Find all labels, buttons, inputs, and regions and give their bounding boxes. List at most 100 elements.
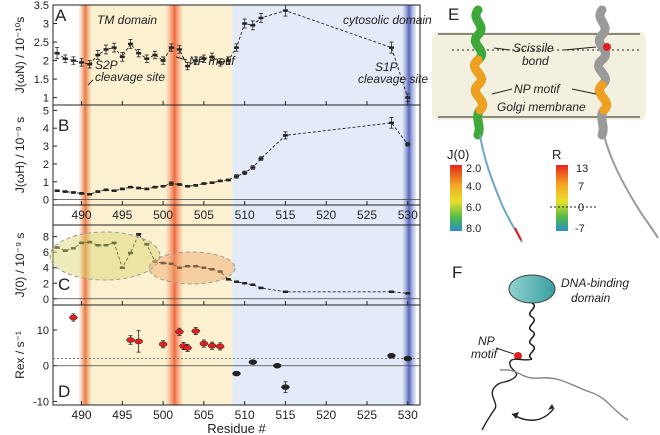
- f-helix-coil: [528, 302, 536, 360]
- data-point: [136, 233, 142, 236]
- x-tick-label: 515: [275, 408, 295, 422]
- data-point: [248, 359, 258, 365]
- data-point: [119, 55, 125, 59]
- scissile-label-line1: Scissile: [513, 41, 554, 55]
- data-point: [281, 384, 290, 390]
- data-point: [54, 246, 60, 249]
- s2p-label-line1: S2P: [95, 58, 118, 72]
- np-motif-label: NP motif: [189, 54, 236, 68]
- data-point: [388, 290, 394, 293]
- plot-panels: 1 1.5 2 2.5 3 3.5 J(ωN) / 10⁻¹⁰s 0 1 2 3 4 5 J(ωH) / …: [13, 0, 421, 435]
- np-e-arrow-left: [491, 88, 513, 95]
- data-point: [388, 46, 394, 49]
- panel-frame: [52, 304, 421, 406]
- data-point: [193, 264, 199, 268]
- data-point: [199, 340, 209, 347]
- f-np-label-line1: NP: [478, 334, 495, 348]
- data-point: [111, 46, 117, 49]
- data-point: [95, 243, 101, 247]
- panel-label-c: C: [58, 275, 70, 294]
- y-tick-label: 3: [43, 19, 49, 31]
- y-tick-label: 4: [43, 263, 49, 275]
- left-tail: [479, 134, 523, 243]
- scissile-arrow-right: [563, 46, 597, 51]
- legend-j0-tick-1: 2.0: [466, 163, 481, 175]
- data-point: [176, 266, 182, 269]
- x-tick-label: 525: [357, 208, 377, 222]
- panel-b: 0 1 2 3 4 5 J(ωH) / 10⁻⁹ s: [13, 104, 421, 207]
- y-axis-label: J(0) / 10⁻⁹ s: [13, 233, 27, 298]
- data-point: [403, 355, 413, 362]
- data-point: [225, 178, 231, 182]
- data-point: [168, 262, 174, 266]
- data-point: [160, 261, 166, 265]
- panel-label-a: A: [55, 6, 67, 25]
- y-tick-label: 0: [43, 195, 49, 207]
- y-tick-label: 2.5: [34, 37, 49, 49]
- golgi-membrane-label: Golgi membrane: [497, 100, 586, 114]
- np-e-arrow-right: [571, 88, 597, 95]
- data-point: [69, 314, 78, 321]
- legend-j0-colorbar: [450, 165, 462, 231]
- left-tail-red: [514, 227, 522, 241]
- data-point: [209, 181, 215, 184]
- legend-rex-tick-1: 13: [576, 163, 588, 175]
- data-point: [95, 190, 101, 193]
- data-point: [232, 370, 241, 377]
- data-point: [168, 182, 174, 185]
- data-point: [54, 51, 60, 55]
- data-point: [250, 166, 256, 169]
- legend-rex-tick-3: 0: [578, 202, 584, 214]
- data-point: [250, 24, 256, 27]
- data-point: [209, 268, 215, 271]
- data-point: [217, 179, 223, 183]
- data-point: [215, 343, 225, 350]
- data-point: [160, 59, 166, 62]
- data-point: [388, 121, 394, 125]
- panel-label-e: E: [448, 5, 459, 24]
- data-point: [144, 187, 150, 191]
- x-tick-label: 530: [398, 208, 418, 222]
- data-point: [258, 157, 264, 160]
- legend-j0-tick-4: 8.0: [466, 223, 481, 235]
- data-point: [160, 185, 166, 188]
- x-axis-label: Residue #: [207, 421, 266, 435]
- data-point: [54, 189, 60, 192]
- panel-f: F DNA-binding domain NP motif: [452, 263, 629, 431]
- x-tick-label: 515: [275, 208, 295, 222]
- data-point: [282, 9, 288, 12]
- legend-rex-tick-2: 7: [578, 181, 584, 193]
- f-motion-arrow: [511, 407, 555, 421]
- data-point: [136, 186, 142, 190]
- y-tick-label: 5: [43, 105, 49, 117]
- scissile-label-line2: bond: [522, 54, 549, 68]
- data-point: [126, 337, 135, 343]
- data-point: [152, 260, 158, 263]
- y-tick-label: 0: [43, 361, 49, 373]
- right-helix-highlight: [595, 80, 611, 115]
- data-point: [191, 328, 200, 334]
- np-motif-e-label: NP motif: [514, 82, 561, 96]
- legend-j0-tick-2: 4.0: [466, 181, 481, 193]
- data-point: [185, 185, 191, 188]
- x-tick-label: 505: [194, 208, 214, 222]
- f-np-motif-dot: [514, 352, 522, 360]
- data-point: [185, 264, 191, 268]
- x-tick-label: 510: [235, 208, 255, 222]
- data-point: [87, 240, 93, 244]
- data-point: [387, 352, 396, 359]
- data-point: [79, 192, 85, 195]
- dna-binding-label-line1: DNA-binding: [561, 276, 629, 290]
- legend-rex-tick-4: -7: [575, 223, 585, 235]
- data-point: [144, 243, 150, 246]
- data-point: [234, 46, 239, 49]
- data-point: [176, 48, 182, 51]
- data-point: [62, 249, 68, 252]
- x-tick-label: 495: [112, 208, 132, 222]
- legend-j0-tick-3: 6.0: [466, 202, 481, 214]
- f-motion-arrowhead-right: [548, 404, 554, 410]
- data-point: [111, 189, 117, 192]
- y-tick-label: 3.5: [34, 0, 49, 12]
- data-point: [207, 342, 217, 349]
